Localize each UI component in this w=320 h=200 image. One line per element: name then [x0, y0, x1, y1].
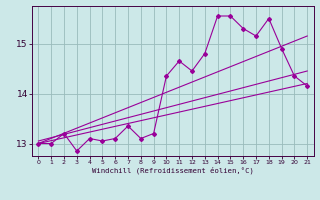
X-axis label: Windchill (Refroidissement éolien,°C): Windchill (Refroidissement éolien,°C): [92, 167, 254, 174]
